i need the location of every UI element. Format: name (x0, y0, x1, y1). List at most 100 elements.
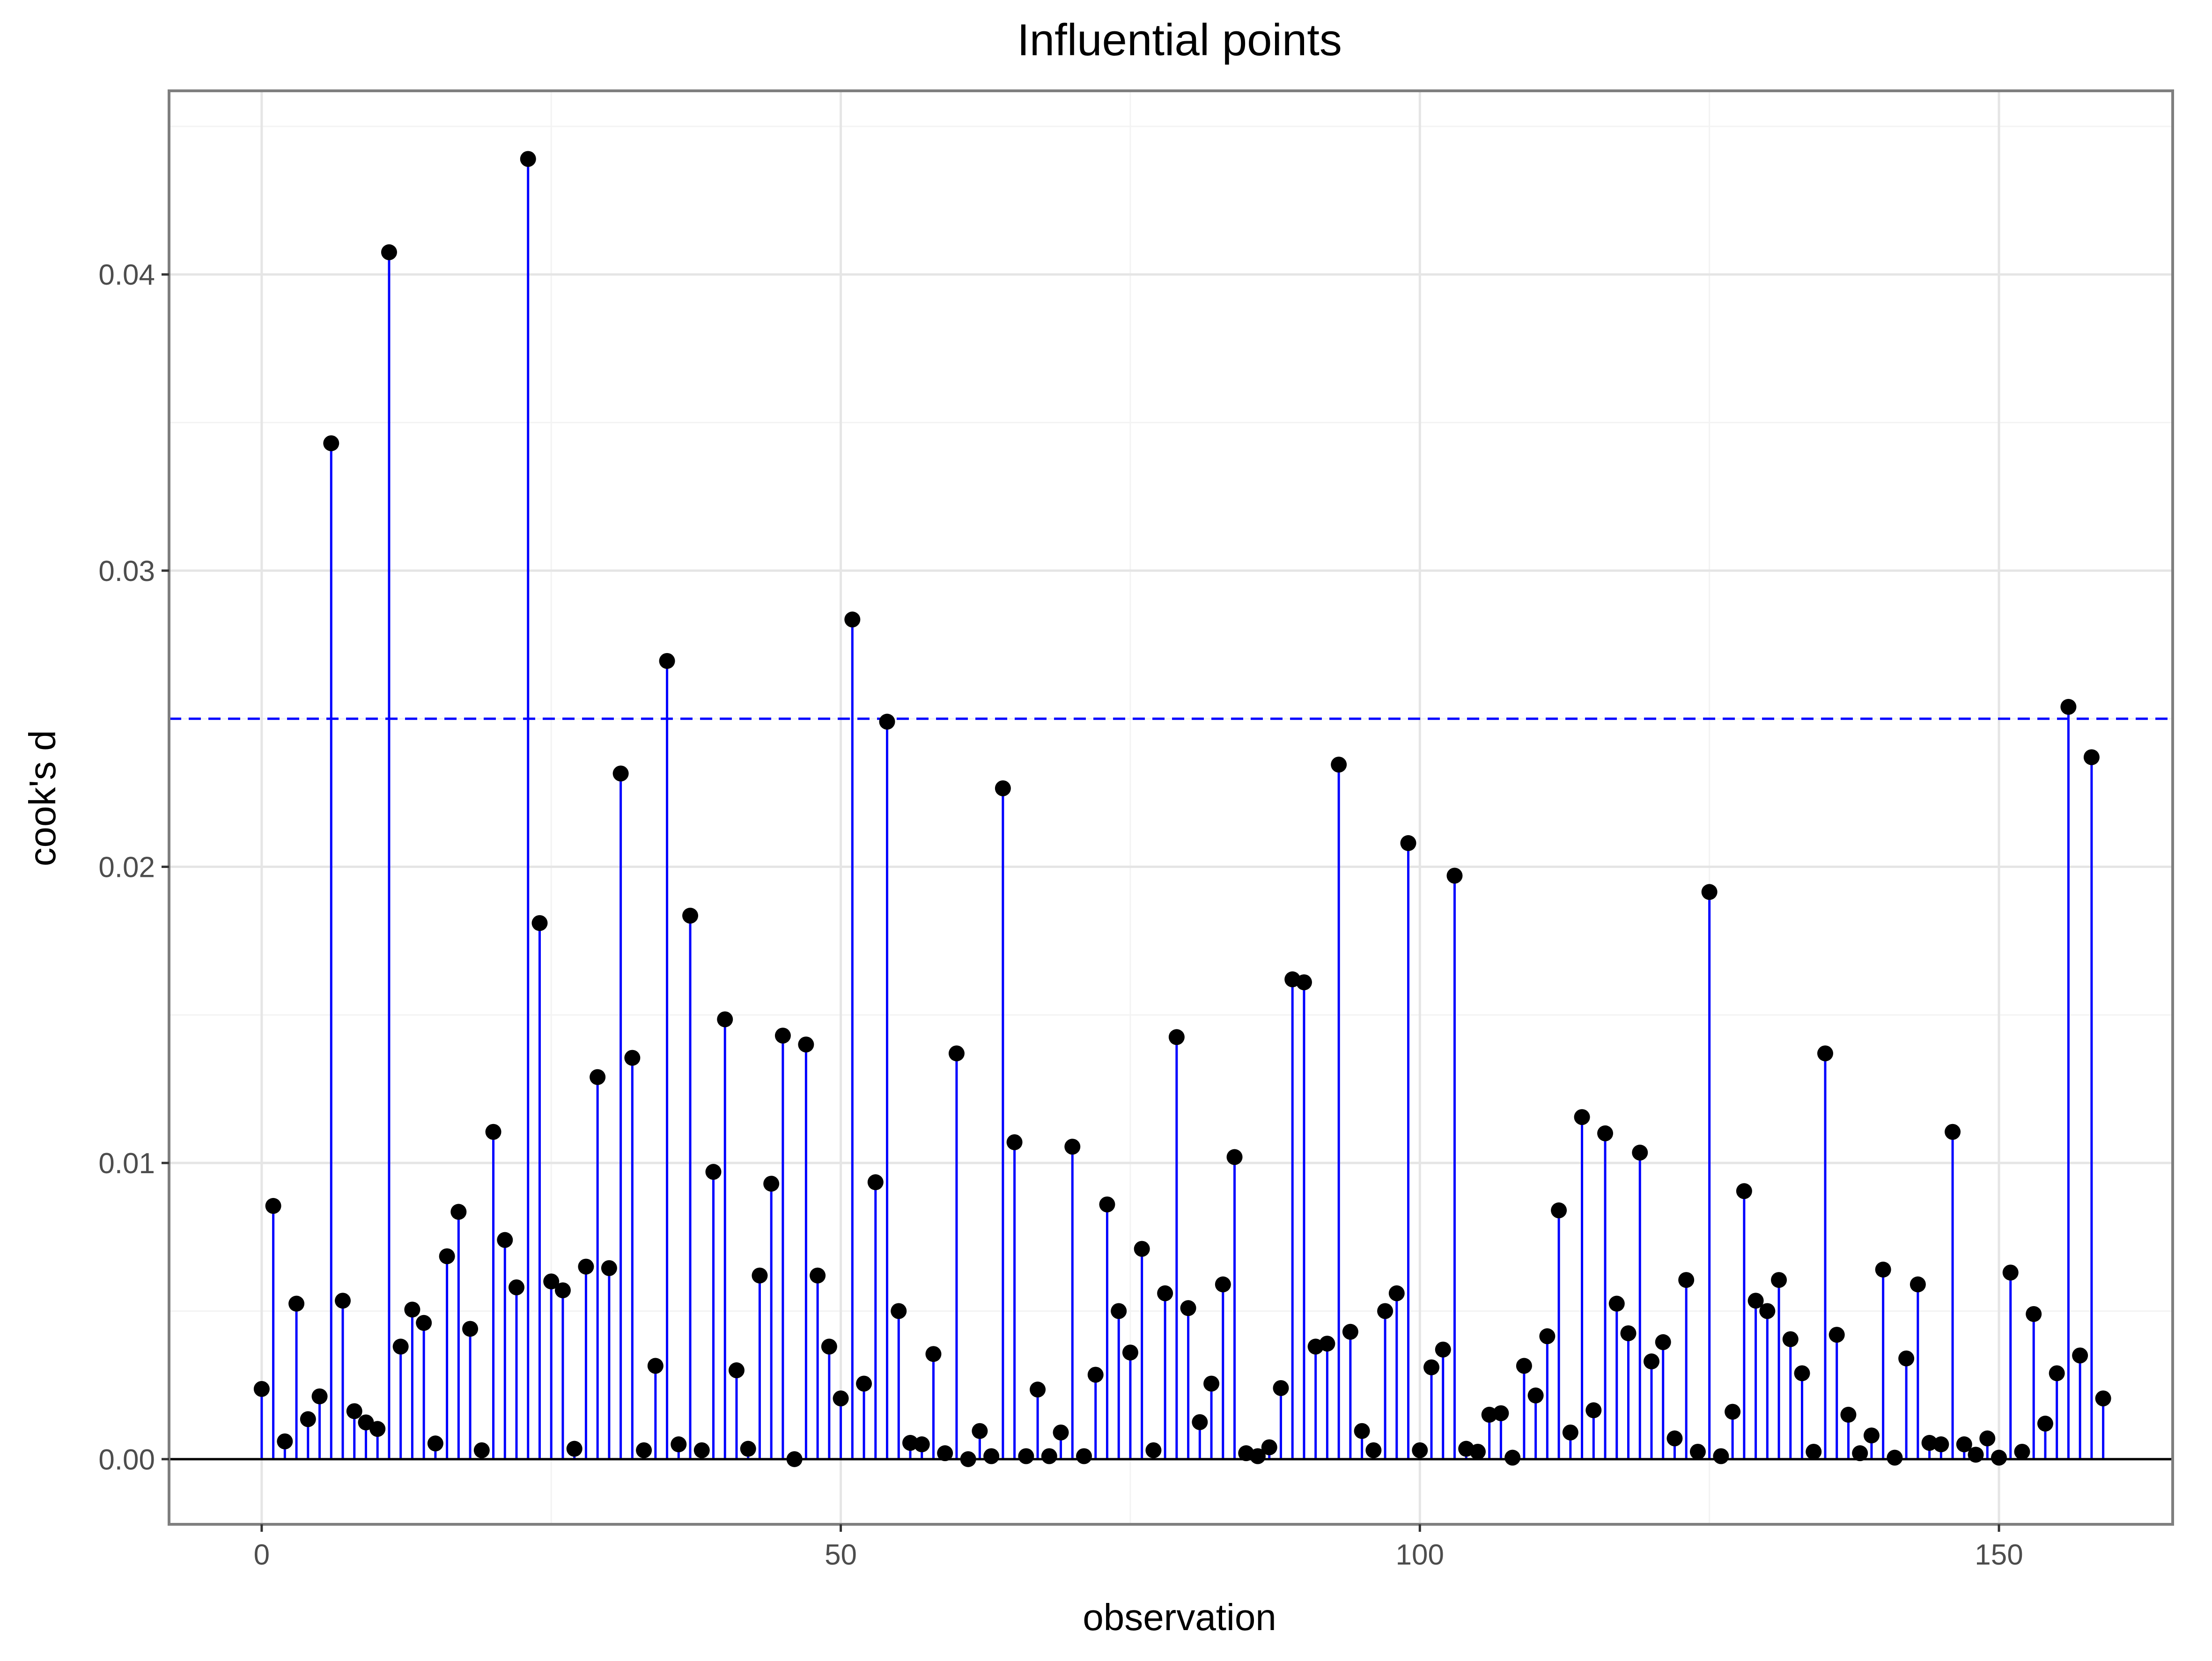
data-point (1180, 1300, 1196, 1316)
data-point (2060, 698, 2077, 715)
data-point (601, 1260, 617, 1276)
data-point (1968, 1447, 1984, 1463)
data-point (2026, 1306, 2042, 1322)
data-point (1377, 1303, 1394, 1319)
data-point (485, 1124, 501, 1140)
data-point (693, 1442, 710, 1458)
data-point (1736, 1183, 1752, 1199)
data-point (1794, 1365, 1810, 1382)
data-point (1910, 1276, 1926, 1293)
data-point (1840, 1406, 1857, 1423)
data-point (1481, 1406, 1497, 1423)
data-point (1342, 1323, 1358, 1340)
data-point (1493, 1405, 1509, 1421)
data-point (647, 1358, 664, 1374)
data-point (1585, 1402, 1602, 1418)
data-point (2002, 1264, 2019, 1281)
data-point (1504, 1449, 1521, 1466)
data-point (740, 1441, 756, 1457)
data-point (902, 1435, 918, 1451)
y-tick-label: 0.03 (98, 555, 155, 588)
data-point (1469, 1444, 1486, 1460)
data-point (705, 1164, 722, 1180)
data-point (381, 244, 397, 260)
points (253, 151, 2111, 1467)
data-point (810, 1267, 826, 1284)
data-point (948, 1045, 965, 1062)
data-point (914, 1436, 930, 1453)
data-point (1076, 1448, 1092, 1464)
data-point (2014, 1444, 2030, 1460)
data-point (2072, 1347, 2088, 1364)
data-point (404, 1301, 420, 1318)
data-point (1412, 1442, 1428, 1458)
data-point (1666, 1430, 1683, 1447)
data-point (1064, 1139, 1081, 1155)
data-point (253, 1381, 270, 1397)
data-point (786, 1451, 803, 1467)
data-point (1111, 1303, 1127, 1319)
data-point (1852, 1445, 1868, 1462)
data-point (1145, 1442, 1162, 1458)
data-point (925, 1346, 942, 1362)
data-point (1215, 1276, 1231, 1293)
data-point (288, 1295, 305, 1312)
data-point (520, 151, 536, 167)
x-tick-label: 50 (825, 1539, 857, 1571)
data-point (462, 1321, 479, 1337)
data-point (1030, 1382, 1046, 1398)
data-point (2083, 749, 2100, 765)
data-point (1527, 1387, 1544, 1404)
y-tick-label: 0.00 (98, 1444, 155, 1476)
data-point (1261, 1439, 1277, 1455)
data-point (1747, 1293, 1764, 1309)
x-axis-title: observation (1083, 1596, 1276, 1638)
data-point (566, 1441, 582, 1457)
data-point (1933, 1436, 1949, 1453)
data-point (1365, 1442, 1382, 1458)
data-point (1771, 1272, 1787, 1288)
data-point (879, 713, 895, 730)
data-point (1945, 1124, 1961, 1140)
data-point (1817, 1045, 1833, 1062)
data-point (1759, 1303, 1776, 1319)
data-point (1620, 1325, 1637, 1341)
data-point (937, 1445, 953, 1462)
data-point (867, 1174, 884, 1191)
data-point (1655, 1334, 1671, 1350)
data-point (1157, 1285, 1173, 1301)
data-point (1806, 1444, 1822, 1460)
data-point (1099, 1196, 1115, 1213)
data-point (1979, 1430, 1996, 1447)
data-point (1168, 1029, 1185, 1045)
data-point (728, 1362, 745, 1379)
data-point (1423, 1359, 1440, 1375)
data-point (1273, 1380, 1289, 1396)
data-point (323, 435, 339, 451)
x-tick-label: 0 (254, 1539, 270, 1571)
data-point (636, 1442, 652, 1458)
x-tick-label: 150 (1975, 1539, 2023, 1571)
data-point (833, 1390, 849, 1407)
data-point (960, 1451, 976, 1467)
data-point (1921, 1435, 1938, 1451)
data-point (774, 1028, 791, 1044)
data-point (1087, 1367, 1104, 1383)
data-point (358, 1414, 374, 1431)
data-point (2037, 1415, 2053, 1432)
data-point (335, 1293, 351, 1309)
data-point (1018, 1448, 1034, 1464)
data-point (497, 1232, 513, 1248)
data-point (578, 1258, 594, 1275)
data-point (531, 915, 548, 931)
data-point (798, 1036, 814, 1053)
data-point (1388, 1285, 1405, 1301)
data-point (1887, 1449, 1903, 1466)
data-point (1400, 835, 1416, 851)
data-point (473, 1442, 490, 1458)
data-point (1597, 1125, 1614, 1141)
data-point (2049, 1365, 2065, 1382)
data-point (1782, 1331, 1799, 1347)
data-point (392, 1338, 409, 1355)
